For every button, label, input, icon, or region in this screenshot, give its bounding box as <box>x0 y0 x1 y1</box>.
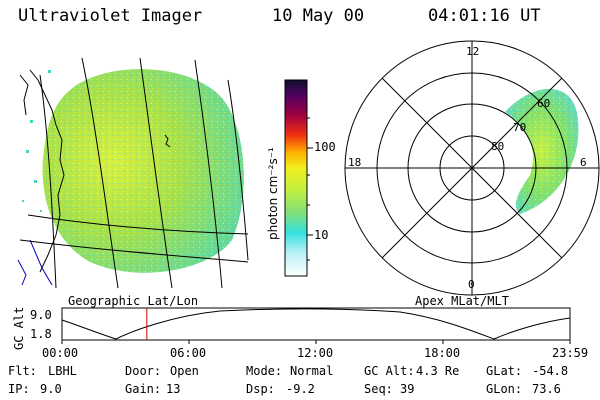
gain-label: Gain: <box>125 382 162 396</box>
glat-value: -54.8 <box>532 364 569 378</box>
glon-label: GLon: <box>486 382 523 396</box>
mode-label: Mode: <box>246 364 283 378</box>
mlt-label-12: 12 <box>466 45 480 58</box>
geographic-image <box>17 57 249 289</box>
mlat-label-60: 60 <box>537 97 551 110</box>
mlt-label-0: 0 <box>468 278 475 291</box>
ip-value: 9.0 <box>40 382 62 396</box>
door-label: Door: <box>125 364 162 378</box>
colorbar-unit-label: photon cm⁻²s⁻¹ <box>266 147 280 240</box>
mlat-label-80: 80 <box>491 140 505 153</box>
door-value: Open <box>170 364 199 378</box>
instrument-title: Ultraviolet Imager <box>18 6 203 26</box>
glon-value: 73.6 <box>532 382 561 396</box>
gc-alt-value: 4.3 Re <box>416 364 460 378</box>
mlt-label-18: 18 <box>348 156 362 169</box>
altitude-ytick-top: 9.0 <box>30 308 52 322</box>
ip-label: IP: <box>8 382 30 396</box>
altitude-ylabel: GC Alt <box>12 306 26 350</box>
altitude-xtick: 12:00 <box>297 346 334 360</box>
scatter-speckles <box>22 70 51 212</box>
altitude-xtick: 18:00 <box>424 346 461 360</box>
mlt-label-6: 6 <box>580 156 587 169</box>
seq-value: 39 <box>400 382 415 396</box>
geo-caption: Geographic Lat/Lon <box>68 294 199 308</box>
polar-caption: Apex MLat/MLT <box>415 294 509 308</box>
mode-value: Normal <box>290 364 334 378</box>
polar-plot <box>344 40 600 296</box>
gain-value: 13 <box>166 382 181 396</box>
mlat-label-70: 70 <box>513 121 527 134</box>
altitude-xtick: 06:00 <box>170 346 207 360</box>
flt-value: LBHL <box>48 364 77 378</box>
altitude-plot <box>61 307 571 344</box>
altitude-xtick: 00:00 <box>42 346 79 360</box>
altitude-ytick-bottom: 1.8 <box>30 327 52 341</box>
seq-label: Seq: <box>364 382 393 396</box>
colorbar <box>284 79 308 277</box>
glat-label: GLat: <box>486 364 523 378</box>
colorbar-tick-100: 100 <box>314 140 336 154</box>
date-label: 10 May 00 <box>272 6 365 26</box>
dsp-label: Dsp: <box>246 382 275 396</box>
gc-alt-label: GC Alt: <box>364 364 415 378</box>
colorbar-tick-10: 10 <box>314 228 329 242</box>
flt-label: Flt: <box>8 364 37 378</box>
dsp-value: -9.2 <box>286 382 315 396</box>
altitude-xtick: 23:59 <box>552 346 589 360</box>
time-label: 04:01:16 UT <box>428 6 541 26</box>
